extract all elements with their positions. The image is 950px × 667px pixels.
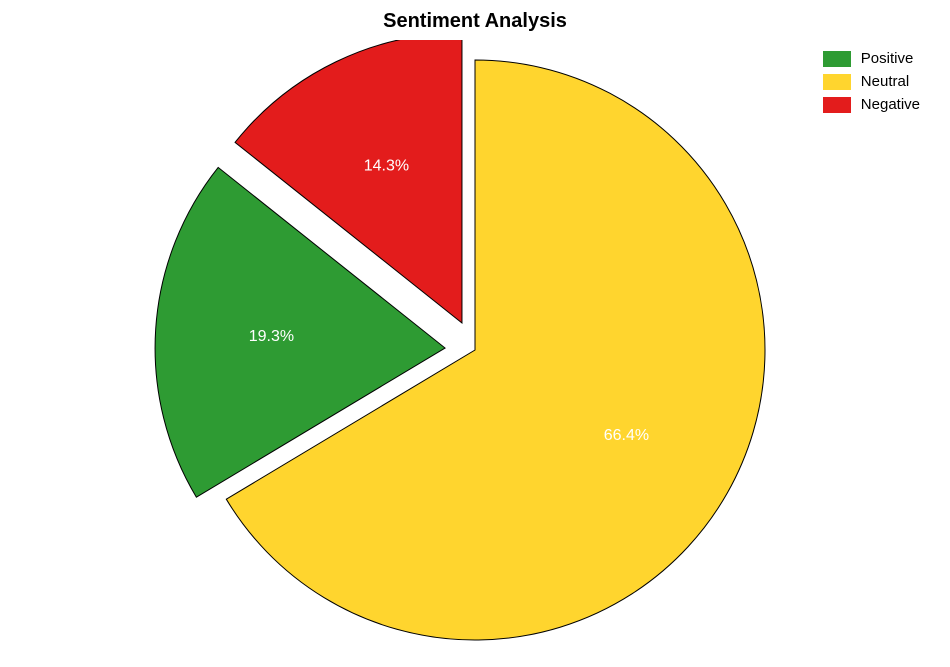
legend-label: Negative [861, 96, 920, 113]
legend: Positive Neutral Negative [823, 50, 920, 119]
legend-swatch [823, 97, 851, 113]
legend-item: Neutral [823, 73, 920, 90]
chart-title: Sentiment Analysis [383, 10, 567, 33]
pie-chart: 66.4% 19.3% 14.3% [0, 40, 950, 662]
legend-label: Positive [861, 50, 914, 67]
slice-label: 14.3% [364, 157, 409, 174]
legend-swatch [823, 74, 851, 90]
legend-swatch [823, 51, 851, 67]
slice-label: 66.4% [604, 427, 649, 444]
slice-label: 19.3% [249, 328, 294, 345]
legend-item: Positive [823, 50, 920, 67]
legend-label: Neutral [861, 73, 909, 90]
legend-item: Negative [823, 96, 920, 113]
